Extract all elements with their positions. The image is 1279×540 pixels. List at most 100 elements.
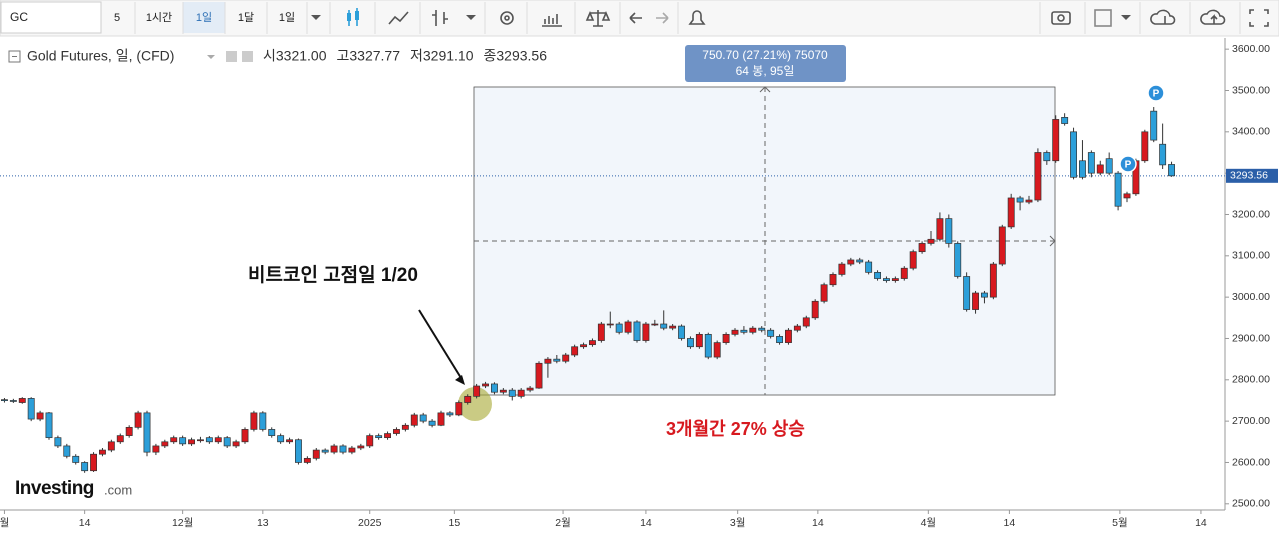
candle-body	[936, 218, 944, 240]
candle-body	[1034, 152, 1042, 201]
candle-body	[624, 321, 632, 333]
candle-body	[250, 412, 258, 430]
candle-body	[455, 402, 463, 416]
x-tick-label: 13	[257, 517, 269, 529]
candle-body	[972, 292, 979, 310]
candle-body	[90, 453, 97, 472]
x-tick-label: 월	[0, 517, 9, 529]
candle-body	[357, 445, 365, 449]
x-tick-label: 2월	[555, 517, 571, 529]
candle-body	[740, 329, 748, 333]
measure-label: 64 봉, 95일	[736, 64, 795, 78]
candle-body	[1087, 152, 1095, 174]
x-tick-label: 4월	[921, 517, 937, 529]
y-tick-label: 3000.00	[1232, 291, 1270, 303]
x-tick-label: 2025	[358, 517, 382, 529]
measure-label: 750.70 (27.21%) 75070	[702, 48, 828, 62]
annotation-arrowhead	[455, 375, 465, 385]
x-tick-label: 12월	[172, 517, 193, 529]
candle-body	[491, 383, 498, 393]
candle-body	[722, 333, 730, 343]
candle-body	[562, 354, 570, 362]
candle-body	[277, 435, 285, 443]
candle-body	[446, 412, 454, 416]
candle-body	[18, 398, 26, 403]
candle-body	[678, 325, 685, 339]
toolbar-icons	[311, 8, 1269, 27]
toolbar-item: 1일	[279, 10, 295, 24]
candle-body	[793, 325, 801, 331]
candle-body	[143, 412, 151, 453]
candle-body	[695, 333, 703, 348]
toolbar-separators	[134, 2, 1241, 34]
x-tick-label: 14	[1004, 517, 1016, 529]
settings-icon[interactable]	[226, 51, 237, 62]
candle-body	[9, 400, 17, 402]
y-tick-label: 2600.00	[1232, 456, 1270, 468]
candle-body	[597, 323, 605, 341]
candle-body	[749, 327, 757, 333]
candle-body	[1052, 119, 1060, 162]
candle-body	[473, 385, 481, 397]
candle-body	[508, 389, 516, 397]
last-price-label: 3293.56	[1230, 170, 1268, 182]
y-tick-label: 2900.00	[1232, 332, 1270, 344]
y-tick-label: 3600.00	[1232, 43, 1270, 55]
measure-arrows	[759, 86, 1056, 247]
candle-body	[152, 445, 160, 453]
candle-body	[161, 441, 169, 447]
candle-body	[1150, 110, 1158, 141]
y-tick-label: 3200.00	[1232, 208, 1270, 220]
candle-body	[214, 437, 222, 443]
candle-body	[553, 358, 561, 362]
candle-body	[633, 321, 641, 341]
candle-body	[669, 325, 677, 329]
candle-body	[1007, 197, 1015, 228]
candle-body	[116, 435, 124, 443]
candle-body	[785, 329, 792, 343]
candle-body	[776, 336, 783, 343]
candle-body	[758, 327, 766, 331]
candle-body	[27, 398, 35, 420]
close-icon[interactable]	[242, 51, 253, 62]
logo: .com	[104, 482, 132, 497]
candle-body	[259, 412, 267, 430]
symbol-box[interactable]	[0, 1, 102, 34]
candle-body	[704, 333, 712, 358]
candle-body	[829, 274, 837, 286]
x-tick-label: 14	[640, 517, 652, 529]
candle-body	[384, 433, 391, 439]
x-tick-label: 14	[79, 517, 91, 529]
event-marker	[1119, 155, 1137, 173]
y-tick-label: 3400.00	[1232, 126, 1270, 138]
candle-body	[107, 441, 115, 451]
candle-body	[891, 278, 899, 281]
header-stat: 시3321.00	[263, 48, 327, 64]
candle-body	[99, 449, 106, 455]
candle-body	[134, 412, 142, 428]
title-dropdown[interactable]	[207, 55, 215, 59]
candle-body	[312, 449, 320, 459]
candle-body	[998, 226, 1006, 265]
candle-body	[205, 437, 213, 443]
candle-body	[544, 358, 552, 364]
candle-body	[499, 389, 507, 393]
toolbar-item: 1달	[238, 11, 254, 24]
candle-body	[1159, 143, 1167, 166]
collapse-icon[interactable]	[8, 50, 21, 63]
event-marker-label: P	[1125, 160, 1132, 171]
x-tick-label: 14	[812, 517, 824, 529]
candle-body	[954, 243, 962, 277]
candle-body	[1016, 197, 1024, 203]
candle-body	[330, 445, 338, 453]
candle-body	[286, 439, 293, 443]
candle-body	[1105, 158, 1113, 174]
candle-body	[963, 276, 971, 310]
highlight-circle	[458, 387, 492, 421]
candle-body	[642, 323, 650, 341]
candle-body	[589, 340, 596, 346]
toolbar-item: 1시간	[146, 11, 172, 24]
candle-body	[945, 218, 953, 244]
candle-body	[874, 271, 881, 279]
candle-body	[865, 261, 873, 273]
